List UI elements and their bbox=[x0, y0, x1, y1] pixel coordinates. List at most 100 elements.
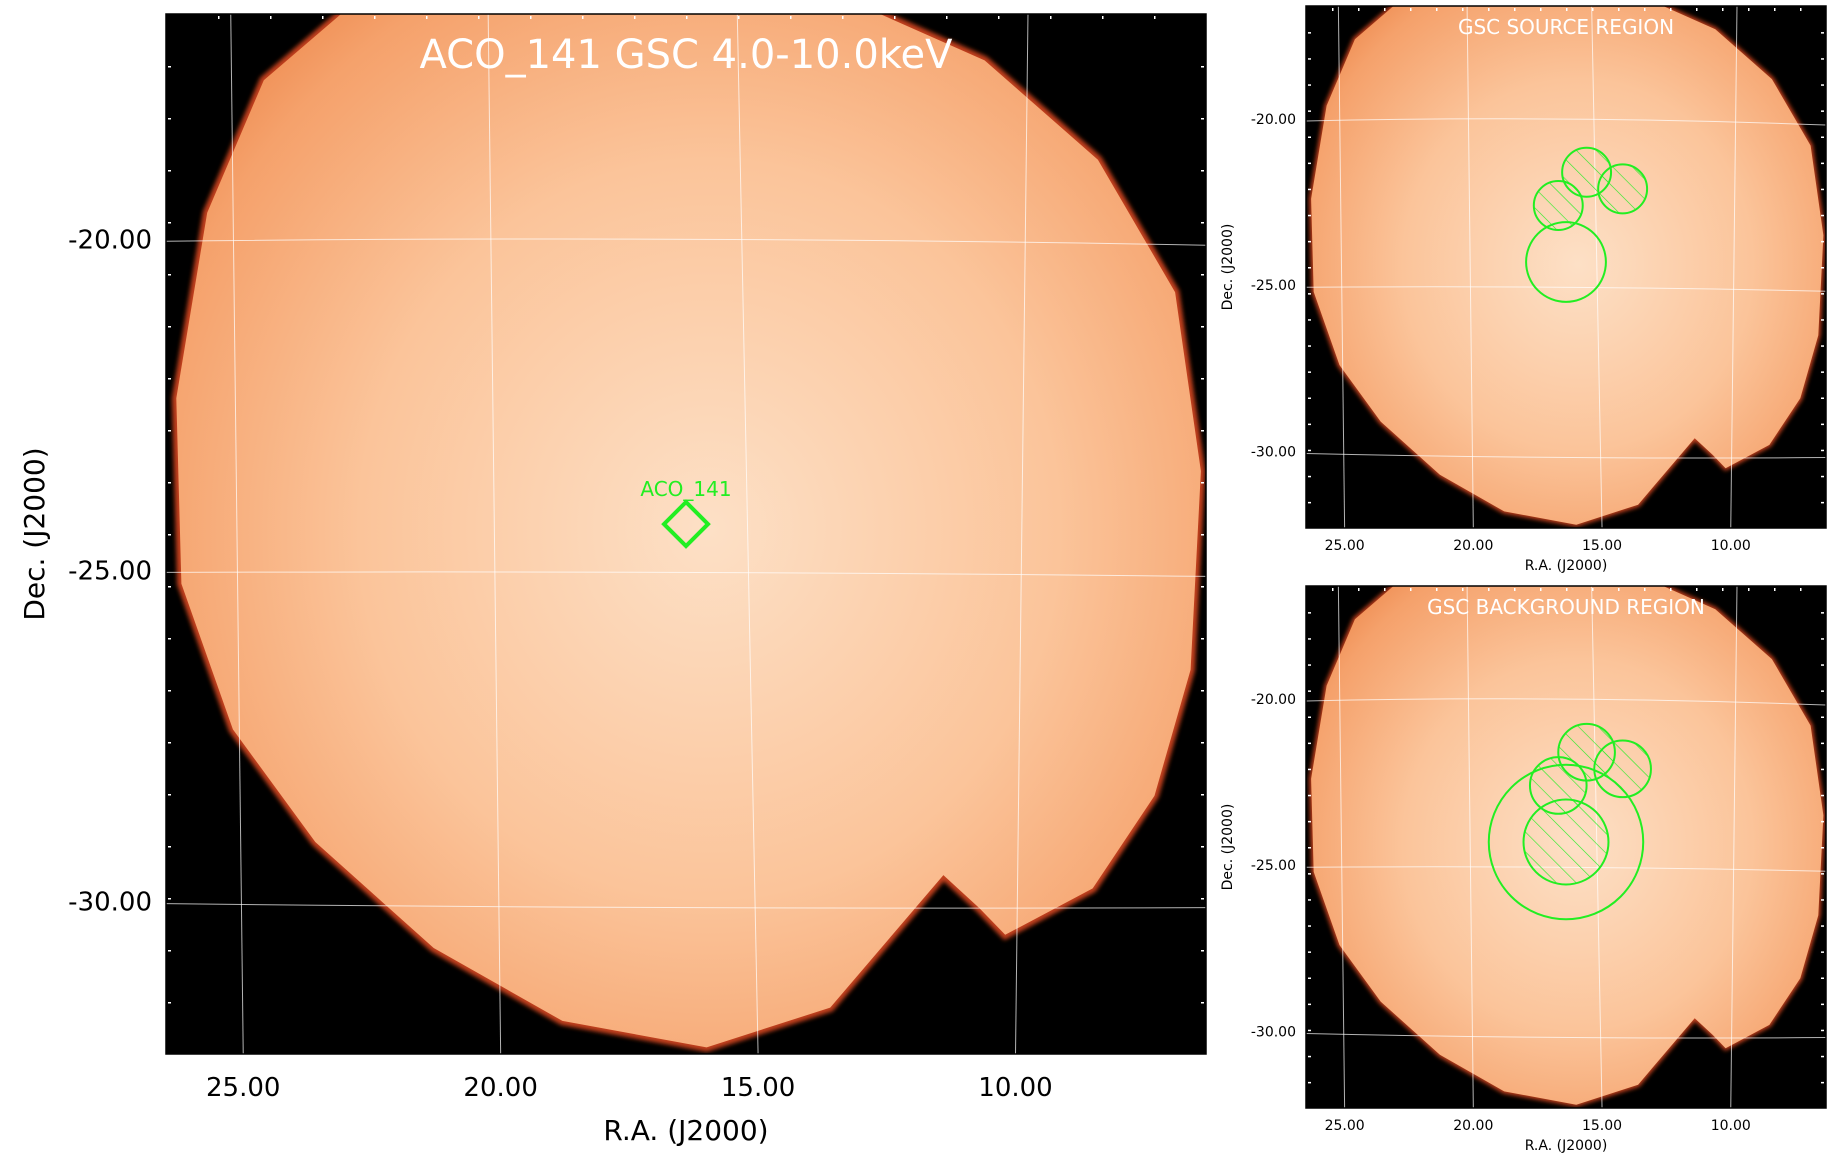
minor-tick bbox=[1800, 8, 1802, 11]
dec-gridline bbox=[1306, 286, 1826, 292]
minor-tick bbox=[168, 430, 171, 432]
minor-tick bbox=[1154, 16, 1156, 19]
minor-tick bbox=[1201, 482, 1204, 484]
x-tick-label: 25.00 bbox=[206, 1073, 280, 1103]
minor-tick bbox=[1308, 188, 1311, 191]
minor-tick bbox=[1308, 925, 1311, 927]
y-axis-label: Dec. (J2000) bbox=[1220, 804, 1236, 891]
x-tick-labels: 25.00 20.00 15.00 10.00 bbox=[206, 1073, 1053, 1103]
plot-frame bbox=[1305, 5, 1827, 529]
minor-tick bbox=[1436, 588, 1438, 591]
x-tick-label: 25.00 bbox=[1325, 1118, 1365, 1134]
minor-tick bbox=[168, 170, 171, 172]
field-of-view bbox=[176, 14, 1201, 1048]
minor-tick bbox=[530, 16, 532, 19]
minor-tick bbox=[322, 16, 324, 19]
x-tick-label: 10.00 bbox=[1711, 538, 1751, 554]
minor-tick bbox=[1308, 84, 1311, 86]
regions bbox=[1525, 146, 1649, 303]
dec-gridline bbox=[166, 238, 1206, 246]
minor-tick bbox=[426, 16, 428, 19]
x-tick-label: 25.00 bbox=[1325, 538, 1365, 554]
panel-main: ACO_141 ACO_141 GSC 4.0-10.0keV 25.00 20.00… bbox=[18, 13, 1207, 1147]
minor-ticks bbox=[1308, 588, 1824, 1084]
minor-tick bbox=[168, 274, 171, 276]
y-tick-label: -30.00 bbox=[68, 888, 152, 918]
y-tick-label: -30.00 bbox=[1251, 1024, 1296, 1040]
minor-tick bbox=[1308, 162, 1311, 165]
minor-tick bbox=[1308, 214, 1311, 217]
y-tick-label: -30.00 bbox=[1251, 444, 1296, 460]
minor-tick bbox=[1821, 162, 1824, 165]
minor-tick bbox=[1618, 588, 1620, 591]
minor-tick bbox=[1384, 588, 1386, 591]
ra-gridline bbox=[1466, 6, 1474, 528]
minor-tick bbox=[1821, 977, 1824, 979]
minor-tick bbox=[1308, 742, 1311, 745]
minor-tick bbox=[1308, 977, 1311, 979]
minor-tick bbox=[168, 638, 171, 640]
minor-tick bbox=[1201, 326, 1204, 328]
minor-tick bbox=[1821, 136, 1824, 138]
minor-tick bbox=[168, 222, 171, 224]
minor-tick bbox=[1308, 1003, 1311, 1006]
minor-tick bbox=[1462, 588, 1464, 591]
minor-tick bbox=[894, 16, 896, 19]
x-axis-label: R.A. (J2000) bbox=[603, 1114, 768, 1147]
ra-gridline bbox=[1015, 14, 1029, 1054]
minor-tick bbox=[1821, 188, 1824, 191]
minor-tick bbox=[478, 16, 480, 19]
coordinate-grid bbox=[166, 14, 1206, 1054]
minor-tick bbox=[1722, 8, 1724, 11]
minor-tick bbox=[1821, 240, 1824, 243]
minor-tick bbox=[1201, 690, 1204, 692]
minor-tick bbox=[168, 326, 171, 328]
y-tick-labels: -20.00 -25.00 -30.00 bbox=[1251, 692, 1296, 1040]
ra-gridline bbox=[230, 14, 244, 1054]
y-tick-labels: -20.00 -25.00 -30.00 bbox=[1251, 112, 1296, 460]
minor-tick bbox=[1821, 1055, 1824, 1058]
x-tick-label: 15.00 bbox=[1582, 1118, 1622, 1134]
minor-ticks bbox=[1308, 8, 1824, 504]
x-tick-label: 10.00 bbox=[978, 1073, 1052, 1103]
minor-tick bbox=[1436, 8, 1438, 11]
minor-tick bbox=[1540, 588, 1542, 591]
minor-tick bbox=[1308, 951, 1311, 953]
region-circle bbox=[1593, 739, 1652, 799]
ra-gridline bbox=[1730, 6, 1738, 528]
minor-tick bbox=[1308, 58, 1311, 60]
minor-tick bbox=[1332, 588, 1334, 591]
minor-tick bbox=[1821, 690, 1824, 692]
y-tick-label: -25.00 bbox=[1251, 278, 1296, 294]
minor-tick bbox=[1821, 32, 1824, 34]
minor-tick bbox=[1774, 588, 1776, 591]
panel-title: GSC BACKGROUND REGION bbox=[1427, 595, 1705, 619]
minor-tick bbox=[1201, 638, 1204, 640]
minor-tick bbox=[168, 898, 171, 900]
minor-tick bbox=[1670, 588, 1672, 591]
minor-tick bbox=[168, 378, 171, 380]
minor-tick bbox=[1821, 925, 1824, 927]
minor-tick bbox=[218, 16, 220, 19]
y-tick-label: -20.00 bbox=[1251, 112, 1296, 128]
x-tick-label: 20.00 bbox=[1453, 538, 1493, 554]
y-tick-label: -25.00 bbox=[1251, 858, 1296, 874]
minor-tick bbox=[634, 16, 636, 19]
minor-tick bbox=[168, 482, 171, 484]
minor-tick bbox=[1308, 1081, 1311, 1084]
x-tick-label: 20.00 bbox=[1453, 1118, 1493, 1134]
minor-tick bbox=[1566, 8, 1568, 11]
minor-tick bbox=[1821, 742, 1824, 745]
minor-tick bbox=[1308, 612, 1311, 614]
minor-tick bbox=[790, 16, 792, 19]
minor-tick bbox=[1821, 58, 1824, 60]
minor-tick bbox=[1308, 240, 1311, 243]
panel-title: GSC SOURCE REGION bbox=[1458, 15, 1674, 39]
region-circle bbox=[1597, 163, 1649, 215]
minor-tick bbox=[1308, 423, 1311, 426]
minor-tick bbox=[1201, 66, 1204, 68]
minor-tick bbox=[998, 16, 1000, 19]
source-marker-diamond bbox=[661, 499, 711, 549]
minor-tick bbox=[1722, 588, 1724, 591]
